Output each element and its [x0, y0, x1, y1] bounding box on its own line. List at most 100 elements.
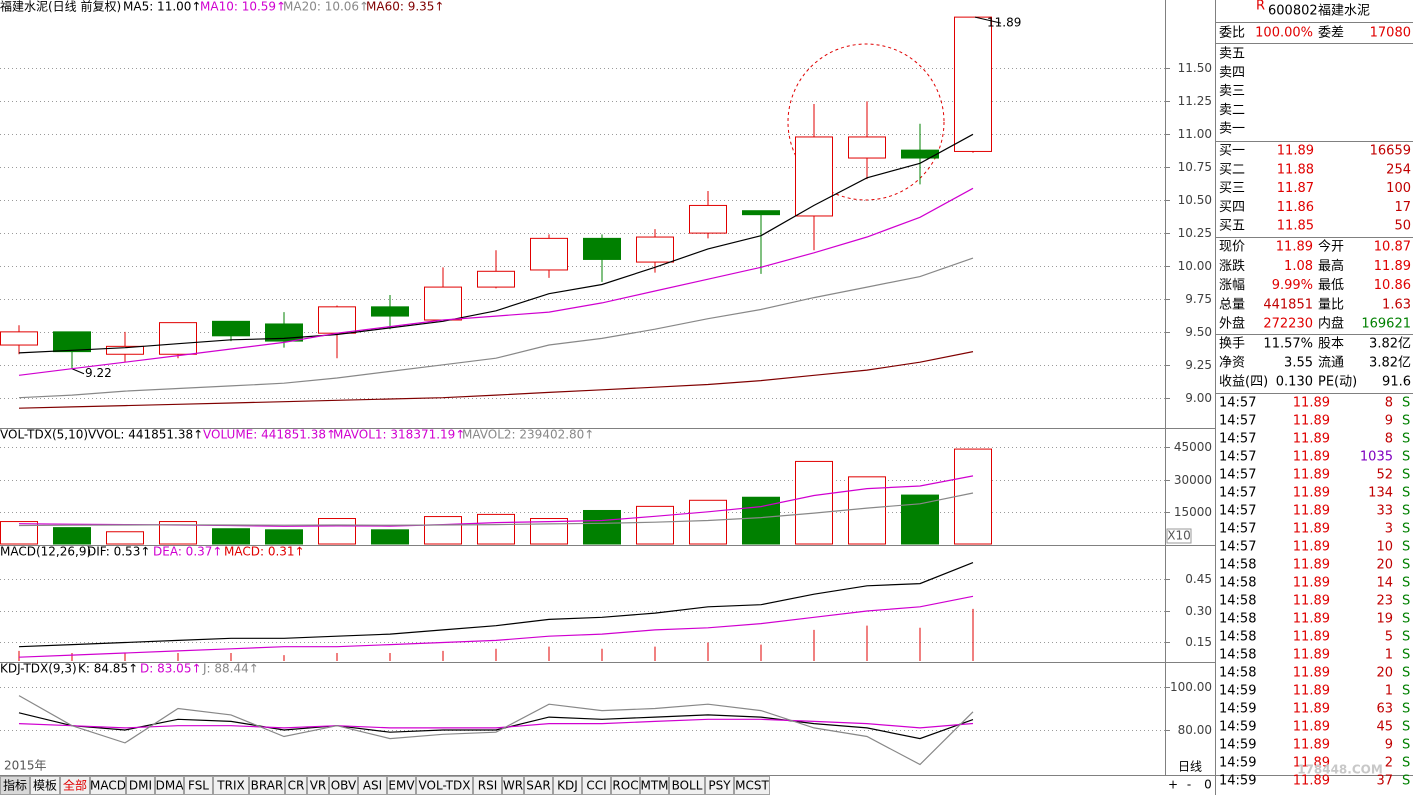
trade-volume: 37	[1376, 774, 1393, 789]
tab-label[interactable]: CCI	[586, 779, 606, 793]
tab-label[interactable]: CR	[288, 779, 305, 793]
stat-cell: 外盘	[1219, 316, 1245, 332]
bid-cell: 买二	[1219, 162, 1245, 177]
tab-label[interactable]: MCST	[735, 779, 769, 793]
legend-entry: MA60: 9.35↑	[366, 0, 444, 14]
volume-bar	[901, 494, 939, 545]
tab-label[interactable]: 全部	[63, 778, 87, 793]
stat-cell: 91.6	[1382, 375, 1411, 390]
trade-side: S	[1402, 666, 1410, 681]
highlight-circle	[787, 43, 945, 201]
trade-side: S	[1402, 576, 1410, 591]
tab-label[interactable]: WR	[503, 779, 523, 793]
candle-body	[159, 322, 197, 355]
indicator-line	[18, 562, 974, 648]
tab-label[interactable]: FSL	[188, 779, 209, 793]
period-label[interactable]: 日线	[1178, 760, 1202, 774]
tab-label[interactable]: MTM	[640, 779, 668, 793]
bid-cell: 11.86	[1277, 200, 1314, 215]
stat-cell: 10.86	[1374, 278, 1411, 293]
indicator-line	[18, 492, 974, 527]
trade-side: S	[1402, 648, 1410, 663]
tab-label[interactable]: ROC	[612, 779, 638, 793]
stat-cell: 现价	[1219, 240, 1245, 255]
tab-label[interactable]: SAR	[526, 779, 550, 793]
volume-bar	[318, 518, 356, 545]
trade-side: S	[1402, 720, 1410, 735]
y-tick-label: 80.00	[1178, 723, 1212, 737]
bid-cell: 16659	[1370, 144, 1411, 159]
ask-label: 卖四	[1219, 65, 1245, 80]
trade-price: 11.89	[1293, 594, 1330, 609]
panel-title: MACD(12,26,9)	[0, 545, 91, 559]
zoom-button[interactable]: -	[1187, 778, 1191, 792]
trade-time: 14:58	[1219, 612, 1256, 627]
tab-label[interactable]: RSI	[478, 779, 498, 793]
trade-side: S	[1402, 684, 1410, 699]
legend-entry: VOLUME: 441851.38↑	[203, 428, 336, 442]
tab-label[interactable]: MACD	[90, 779, 126, 793]
unit-box	[1166, 528, 1192, 544]
tab-label[interactable]: EMV	[388, 779, 415, 793]
volume-bar	[0, 521, 38, 545]
stat-cell: 0.130	[1276, 375, 1313, 390]
zoom-button[interactable]: +	[1168, 778, 1178, 792]
tab-label[interactable]: ASI	[363, 779, 382, 793]
ask-label: 卖二	[1219, 103, 1245, 118]
tab-label[interactable]: DMI	[129, 779, 152, 793]
chart-area: 9.00 9.25 9.50 9.75 10.00 10.25 10.50 10.75 11.0…	[0, 0, 1212, 773]
trade-price: 11.89	[1293, 540, 1330, 555]
stat-cell: 流通	[1318, 356, 1344, 371]
watermark: 178448.COM	[1297, 763, 1383, 777]
stat-cell: 3.82亿	[1369, 337, 1411, 352]
tab-label[interactable]: 指标	[3, 778, 27, 793]
candle-body	[636, 236, 674, 263]
indicator-line	[18, 695, 974, 766]
trade-side: S	[1402, 630, 1410, 645]
order-ratio: 委差	[1318, 26, 1344, 41]
tab-label[interactable]: VOL-TDX	[419, 779, 471, 793]
trade-volume: 52	[1376, 468, 1393, 483]
y-tick-label: 9.50	[1185, 325, 1212, 339]
legend-entry: MA10: 10.59↑	[200, 0, 286, 14]
y-tick-label: 0.30	[1185, 604, 1212, 618]
trade-time: 14:58	[1219, 558, 1256, 573]
y-tick-label: 10.00	[1178, 259, 1212, 273]
tab-label[interactable]: PSY	[708, 779, 731, 793]
trade-price: 11.89	[1293, 432, 1330, 447]
volume-bar	[477, 513, 515, 545]
stat-cell: 量比	[1318, 297, 1344, 312]
tab-label[interactable]: OBV	[331, 779, 357, 793]
trade-time: 14:57	[1219, 522, 1256, 537]
y-tick-label: 0.15	[1185, 635, 1212, 649]
candle-body	[371, 306, 409, 317]
candle-body	[583, 237, 621, 260]
tab-label[interactable]: VR	[310, 779, 327, 793]
tab-label[interactable]: DMA	[156, 779, 185, 793]
trade-volume: 8	[1385, 396, 1393, 411]
trade-side: S	[1402, 522, 1410, 537]
trade-side: S	[1402, 540, 1410, 555]
trade-volume: 20	[1376, 666, 1393, 681]
bid-cell: 11.88	[1277, 162, 1314, 177]
indicator-line	[18, 718, 974, 729]
tab-label[interactable]: KDJ	[557, 779, 578, 793]
trade-volume: 3	[1385, 522, 1393, 537]
annotation-arrow	[71, 368, 85, 375]
tab-label[interactable]: BOLL	[672, 779, 703, 793]
tab-label[interactable]: BRAR	[251, 779, 284, 793]
y-tick-label: 10.75	[1178, 160, 1212, 174]
tab-label[interactable]: 模板	[33, 779, 57, 793]
bid-cell: 11.85	[1277, 219, 1314, 234]
stat-cell: 今开	[1318, 239, 1344, 255]
trade-price: 11.89	[1293, 684, 1330, 699]
volume-bar	[53, 527, 91, 545]
trade-price: 11.89	[1293, 396, 1330, 411]
trade-volume: 14	[1376, 576, 1393, 591]
volume-bar	[530, 518, 568, 545]
tab-label[interactable]: TRIX	[216, 779, 244, 793]
stat-cell: 最低	[1318, 278, 1344, 293]
trade-side: S	[1402, 774, 1410, 789]
trade-volume: 19	[1376, 612, 1393, 627]
